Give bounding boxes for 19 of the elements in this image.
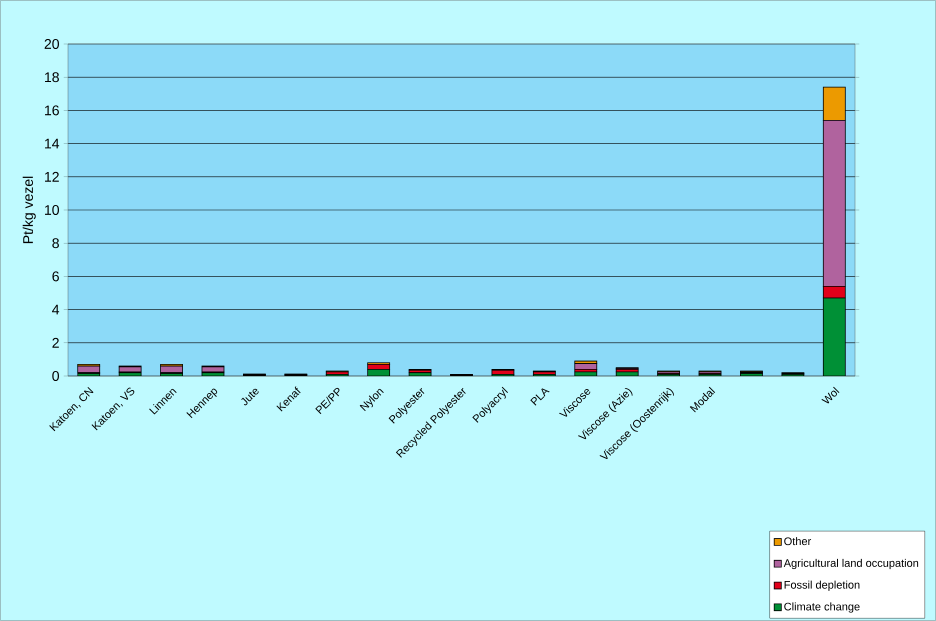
y-tick-label: 20 — [44, 39, 59, 49]
y-axis-title: Pt/kg vezel — [22, 176, 36, 244]
x-tick-label: Wol — [821, 386, 840, 404]
y-tick-label: 14 — [45, 138, 60, 148]
y-tick-label: 12 — [45, 172, 59, 182]
legend-label: Fossil depletion — [784, 580, 860, 591]
legend-label: Agricultural land occupation — [784, 558, 918, 570]
y-tick-label: 16 — [45, 105, 59, 116]
y-tick-label: 6 — [52, 271, 59, 282]
y-tick-label: 8 — [52, 238, 59, 248]
y-tick-label: 4 — [52, 304, 60, 314]
x-tick-label: Jute — [241, 388, 259, 406]
y-tick-label: 0 — [52, 371, 59, 381]
legend-label: Other — [784, 537, 812, 546]
legend-label: Climate change — [784, 602, 860, 613]
y-tick-label: 10 — [45, 205, 59, 215]
y-tick-label: 2 — [52, 338, 59, 348]
x-tick-label: PLA — [530, 388, 550, 406]
y-tick-label: 18 — [45, 72, 59, 82]
